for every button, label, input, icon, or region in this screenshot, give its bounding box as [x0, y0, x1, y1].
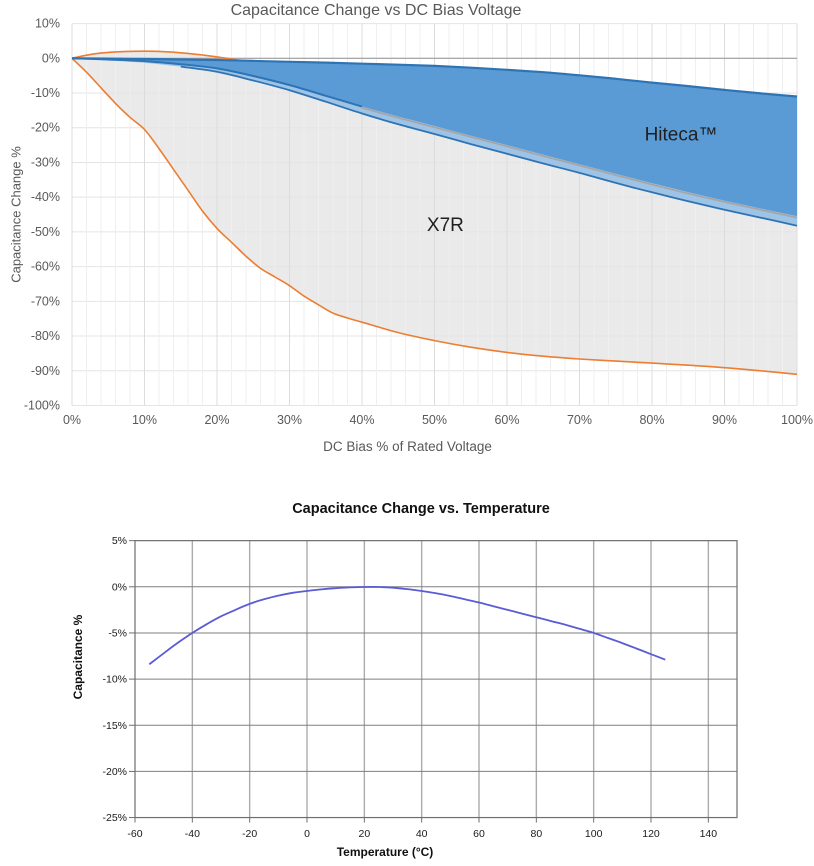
- hiteca-region: [72, 58, 797, 217]
- hiteca-band-bottom-line: [180, 65, 798, 227]
- x-tick-label: 30%: [277, 413, 302, 427]
- x-tick-label: 70%: [567, 413, 592, 427]
- x-tick-label: 100: [585, 828, 603, 840]
- tick-marks: [129, 540, 709, 823]
- dc-bias-chart: 0% 10% 20% 30% 40% 50% 60% 70% 80% 90% 100%10%0%-1…: [24, 17, 813, 427]
- y-tick-label: -80%: [31, 329, 60, 343]
- y-tick-label: -20%: [102, 766, 127, 778]
- x-tick-label: -20: [242, 828, 257, 840]
- gridlines: [135, 540, 738, 818]
- y-tick-label: -10%: [31, 86, 60, 100]
- x-tick-label: 140: [700, 828, 718, 840]
- temperature-curve: [148, 586, 666, 666]
- y-tick-label: 0%: [42, 51, 60, 65]
- hiteca-max-line: [71, 57, 798, 98]
- x-tick-label: -40: [185, 828, 200, 840]
- y-tick-label: 0%: [112, 581, 127, 593]
- gridlines: [71, 23, 798, 406]
- y-tick-label: -25%: [102, 812, 127, 824]
- temperature-x-axis-title: Temperature (°C): [336, 845, 434, 859]
- y-tick-label: 5%: [112, 535, 127, 547]
- y-tick-label: -10%: [102, 674, 127, 686]
- temperature-chart-title: Capacitance Change vs. Temperature: [292, 501, 550, 517]
- x7r-min-line: [71, 57, 798, 376]
- y-tick-label: -90%: [31, 364, 60, 378]
- dc-bias-chart-title: Capacitance Change vs DC Bias Voltage: [230, 2, 522, 19]
- x-tick-label: 50%: [422, 413, 447, 427]
- x-tick-label: 40%: [349, 413, 374, 427]
- x-tick-label: 0%: [63, 413, 81, 427]
- x-tick-label: -60: [127, 828, 142, 840]
- y-tick-label: -70%: [31, 294, 60, 308]
- dc-bias-y-axis-title: Capacitance Change %: [8, 146, 24, 283]
- x-tick-label: 80: [530, 828, 542, 840]
- axis-tick-labels: -60 -40 -20 0 20 40 60 80 100 120 140 5% 0% -5% -10% -1…: [102, 535, 717, 840]
- x-tick-label: 10%: [132, 413, 157, 427]
- series-label-annotation: Hiteca™: [645, 125, 718, 146]
- y-tick-label: -15%: [102, 720, 127, 732]
- axis-tick-labels: 0% 10% 20% 30% 40% 50% 60% 70% 80% 90% 100%10%0%-1…: [24, 17, 813, 427]
- x-tick-label: 90%: [712, 413, 737, 427]
- y-tick-label: -30%: [31, 155, 60, 169]
- x-tick-label: 40: [416, 828, 428, 840]
- y-tick-label: -60%: [31, 260, 60, 274]
- x-tick-label: 80%: [639, 413, 664, 427]
- series-label-annotation: X7R: [427, 215, 464, 236]
- y-tick-label: -100%: [24, 399, 60, 413]
- temperature-y-axis-title: Capacitance %: [71, 614, 85, 700]
- x-tick-label: 120: [642, 828, 660, 840]
- x-tick-label: 60: [473, 828, 485, 840]
- x7r-max-line: [71, 50, 247, 63]
- x-tick-label: 100%: [781, 413, 813, 427]
- hiteca-min-line-left: [71, 57, 363, 108]
- x-tick-label: 0: [304, 828, 310, 840]
- temperature-chart: -60 -40 -20 0 20 40 60 80 100 120 140 5% 0% -5% -10% -1…: [102, 535, 738, 840]
- x-tick-label: 20: [358, 828, 370, 840]
- y-tick-label: -50%: [31, 225, 60, 239]
- y-tick-label: -5%: [108, 627, 127, 639]
- y-tick-label: 10%: [35, 17, 60, 31]
- dc-bias-x-axis-title: DC Bias % of Rated Voltage: [323, 439, 492, 454]
- x-tick-label: 20%: [204, 413, 229, 427]
- y-tick-label: -20%: [31, 121, 60, 135]
- y-tick-label: -40%: [31, 190, 60, 204]
- x7r-top-gray-line: [361, 106, 798, 219]
- x-tick-label: 60%: [494, 413, 519, 427]
